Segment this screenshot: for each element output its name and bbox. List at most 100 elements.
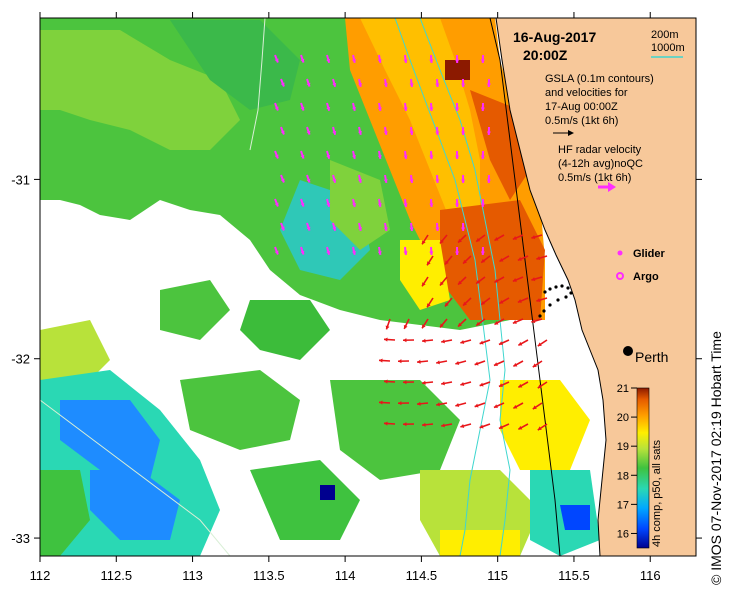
gsla-vector bbox=[383, 222, 388, 232]
x-tick-label: 112.5 bbox=[100, 568, 132, 583]
gsla-vector bbox=[435, 126, 440, 136]
hf-vector bbox=[499, 255, 510, 263]
argo-legend-label: Argo bbox=[633, 271, 659, 283]
hf-vector bbox=[383, 421, 396, 426]
glider-legend-marker bbox=[617, 250, 623, 256]
gsla-vector bbox=[280, 174, 285, 183]
hf-vector bbox=[517, 297, 529, 304]
hf-vector bbox=[403, 318, 410, 330]
gsla-vector bbox=[377, 102, 382, 112]
gsla-vector bbox=[332, 126, 337, 135]
perth-marker bbox=[623, 346, 633, 356]
gsla-vector bbox=[461, 174, 466, 184]
hf-vector bbox=[457, 234, 467, 244]
colorbar-tick-label: 20 bbox=[617, 412, 629, 424]
gsla-vector bbox=[300, 102, 305, 111]
hf-vector bbox=[455, 402, 467, 407]
x-axis: 112 112.5 113 113.5 114 114.5 115 115.5 116 bbox=[30, 12, 661, 583]
gsla-vector bbox=[306, 222, 311, 231]
gsla-vector bbox=[429, 150, 434, 160]
gsla-vector bbox=[351, 198, 357, 208]
gsla-vector bbox=[332, 222, 337, 231]
gsla-vector bbox=[455, 198, 460, 208]
hf-vector bbox=[517, 339, 529, 346]
legend-1000m: 1000m bbox=[651, 42, 685, 54]
hf-vector bbox=[402, 338, 415, 343]
hf-vector bbox=[421, 276, 429, 287]
legend-200m: 200m bbox=[651, 29, 679, 41]
hf-vector bbox=[441, 339, 453, 344]
hf-vector bbox=[494, 276, 505, 284]
hf-vector bbox=[474, 360, 486, 366]
sst-field bbox=[40, 18, 600, 556]
gsla-vector bbox=[357, 126, 363, 136]
x-tick-label: 114 bbox=[335, 568, 356, 583]
hf-vector bbox=[426, 297, 434, 308]
gsla-vector bbox=[377, 54, 382, 64]
hf-vector bbox=[460, 423, 472, 428]
gsla-vector bbox=[326, 246, 331, 255]
depth-contours bbox=[40, 18, 561, 556]
gsla-vector bbox=[486, 126, 491, 136]
hf-vector bbox=[421, 380, 434, 385]
colorbar-ticks: 16 17 18 19 20 21 bbox=[617, 383, 637, 540]
hf-vector bbox=[444, 255, 453, 265]
gsla-vector bbox=[409, 126, 414, 136]
hf-vector bbox=[439, 276, 448, 286]
hf-vector bbox=[498, 339, 510, 346]
x-tick-label: 113.5 bbox=[253, 568, 285, 583]
gsla-vector bbox=[409, 222, 414, 232]
gsla-vector bbox=[429, 54, 434, 64]
gsla-vector bbox=[383, 174, 388, 184]
hf-vector bbox=[493, 360, 505, 367]
hf-vector bbox=[421, 422, 434, 427]
gsla-line-4: 0.5m/s (1kt 6h) bbox=[545, 115, 618, 127]
gsla-vector bbox=[332, 78, 337, 87]
hf-vector bbox=[512, 234, 524, 241]
gsla-vector bbox=[486, 78, 491, 88]
hf-vector bbox=[532, 360, 543, 368]
gsla-vector bbox=[274, 198, 279, 207]
hf-vector bbox=[494, 318, 505, 326]
gsla-vector bbox=[486, 174, 491, 184]
gsla-vector bbox=[280, 222, 285, 231]
gsla-vector bbox=[480, 54, 485, 64]
hf-vector bbox=[462, 297, 472, 307]
title-time: 20:00Z bbox=[523, 47, 568, 63]
gsla-vector bbox=[383, 78, 388, 88]
gsla-vector bbox=[461, 222, 466, 232]
hf-vector bbox=[462, 255, 472, 265]
hf-vector bbox=[439, 318, 448, 328]
hf-vector bbox=[537, 339, 548, 347]
hf-vector bbox=[378, 358, 391, 363]
x-tick-label: 114.5 bbox=[406, 568, 438, 583]
y-tick-label: -33 bbox=[11, 531, 30, 546]
gsla-vector bbox=[300, 54, 305, 63]
gsla-vector bbox=[377, 150, 382, 160]
hf-vector bbox=[537, 423, 548, 431]
gsla-vector bbox=[351, 54, 357, 64]
gsla-vector bbox=[461, 78, 466, 88]
hf-vector bbox=[517, 255, 529, 262]
gsla-vector bbox=[332, 174, 337, 183]
colorbar-tick-label: 16 bbox=[617, 528, 629, 540]
gsla-vector bbox=[300, 150, 305, 159]
gsla-vector bbox=[383, 126, 388, 136]
gsla-vector bbox=[357, 222, 363, 232]
gsla-vector bbox=[403, 246, 408, 256]
gsla-vector bbox=[300, 198, 305, 207]
hf-vector bbox=[498, 381, 510, 388]
gsla-vector bbox=[357, 78, 363, 88]
hf-vector bbox=[383, 379, 396, 384]
hf-vector bbox=[474, 402, 486, 408]
gsla-vector bbox=[435, 222, 440, 232]
gsla-vector bbox=[280, 126, 285, 135]
gsla-vector bbox=[326, 54, 331, 63]
hf-vector bbox=[457, 276, 467, 286]
glider-legend-label: Glider bbox=[633, 248, 666, 260]
gsla-vector bbox=[403, 198, 408, 208]
gsla-vector bbox=[306, 78, 311, 87]
colorbar-tick-label: 18 bbox=[617, 470, 629, 482]
gsla-vector bbox=[351, 102, 357, 112]
